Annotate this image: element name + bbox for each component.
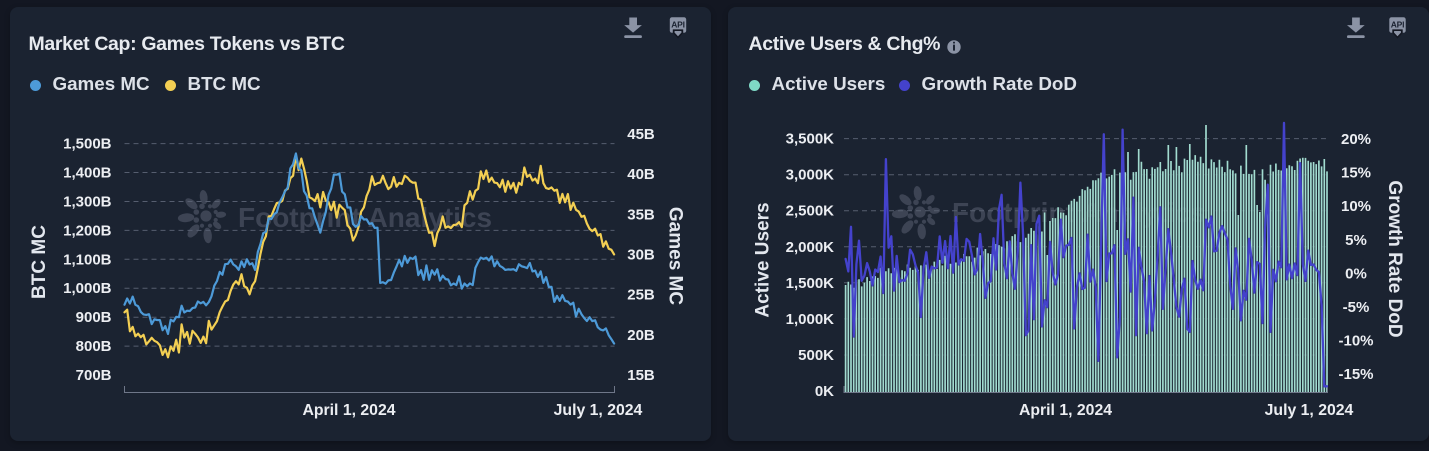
svg-text:800B: 800B <box>76 338 112 355</box>
svg-text:April 1, 2024: April 1, 2024 <box>302 402 395 419</box>
svg-text:2,000K: 2,000K <box>786 239 835 256</box>
svg-text:-5%: -5% <box>1343 299 1370 316</box>
svg-text:15%: 15% <box>1341 165 1371 182</box>
svg-text:30B: 30B <box>627 247 655 264</box>
svg-text:July 1, 2024: July 1, 2024 <box>1265 402 1354 419</box>
svg-text:1,500B: 1,500B <box>63 136 112 153</box>
svg-text:10%: 10% <box>1341 198 1371 215</box>
svg-text:900B: 900B <box>76 309 112 326</box>
svg-text:45B: 45B <box>627 126 655 143</box>
svg-text:July 1, 2024: July 1, 2024 <box>554 402 643 419</box>
svg-text:1,100B: 1,100B <box>63 251 112 268</box>
svg-text:20%: 20% <box>1341 131 1371 148</box>
svg-text:0%: 0% <box>1345 265 1367 282</box>
svg-text:0K: 0K <box>815 383 834 400</box>
svg-text:2,500K: 2,500K <box>786 203 835 220</box>
svg-text:700B: 700B <box>76 367 112 384</box>
svg-text:3,500K: 3,500K <box>786 131 835 148</box>
svg-text:API: API <box>671 19 685 29</box>
svg-text:April 1, 2024: April 1, 2024 <box>1019 402 1112 419</box>
svg-text:1,300B: 1,300B <box>63 194 112 211</box>
svg-text:-10%: -10% <box>1338 333 1373 350</box>
svg-text:1,000B: 1,000B <box>63 280 112 297</box>
svg-text:Growth Rate DoD: Growth Rate DoD <box>1384 180 1405 337</box>
svg-text:1,200B: 1,200B <box>63 222 112 239</box>
svg-text:Active Users: Active Users <box>753 202 774 317</box>
svg-text:-15%: -15% <box>1338 366 1373 383</box>
svg-text:15B: 15B <box>627 367 655 384</box>
svg-text:1,000K: 1,000K <box>786 311 835 328</box>
svg-text:API: API <box>1391 19 1405 29</box>
svg-text:35B: 35B <box>627 206 655 223</box>
svg-text:BTC MC: BTC MC <box>29 225 50 299</box>
svg-text:3,000K: 3,000K <box>786 167 835 184</box>
svg-text:40B: 40B <box>627 166 655 183</box>
svg-text:Games MC: Games MC <box>665 207 686 305</box>
svg-text:5%: 5% <box>1345 232 1367 249</box>
svg-text:1,400B: 1,400B <box>63 165 112 182</box>
svg-text:1,500K: 1,500K <box>786 275 835 292</box>
svg-text:500K: 500K <box>798 347 834 364</box>
svg-text:20B: 20B <box>627 327 655 344</box>
svg-text:25B: 25B <box>627 287 655 304</box>
